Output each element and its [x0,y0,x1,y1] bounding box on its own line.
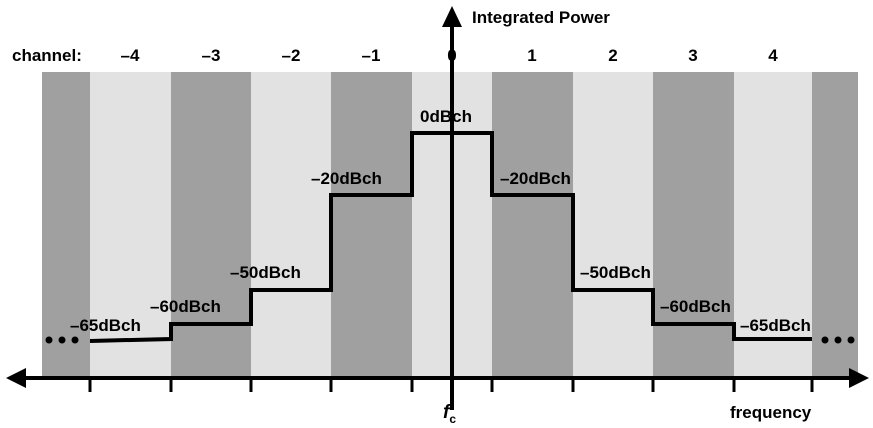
frequency-ticks [88,378,814,392]
channel-band [492,72,573,378]
channel-label: –1 [362,46,381,65]
channel-band [331,72,412,378]
ellipsis-right [821,336,855,344]
level-label: –50dBch [230,263,301,282]
channel-bands [42,72,858,378]
channel-band [573,72,653,378]
channel-label: 1 [527,46,536,65]
level-label: –20dBch [311,169,382,188]
level-label: –50dBch [580,263,651,282]
center-frequency-label: fc [443,402,456,426]
power-axis-title: Integrated Power [472,8,610,27]
center-frequency-subscript: c [449,412,456,426]
channel-label: 3 [688,46,697,65]
ellipsis-dot [821,336,829,344]
level-label: –20dBch [500,169,571,188]
channel-band [171,72,251,378]
level-label: –60dBch [150,297,221,316]
ellipsis-dot [45,336,53,344]
power-axis-arrow-icon [442,6,462,27]
ellipsis-dot [71,336,79,344]
channel-label: –2 [282,46,301,65]
channel-label: 0 [447,46,456,65]
channel-band [251,72,331,378]
channel-band [734,72,812,378]
channel-labels: –4 –3 –2 –1 0 1 2 3 4 [121,46,779,65]
spectrum-mask-line [89,131,812,343]
center-frequency-symbol: f [443,402,451,423]
ellipsis-left [45,336,79,344]
channel-label: 2 [608,46,617,65]
ellipsis-dot [58,336,66,344]
channel-label: 4 [768,46,778,65]
frequency-axis-left-arrow-icon [6,368,26,388]
level-label: –65dBch [70,316,141,335]
level-label: –65dBch [740,316,811,335]
frequency-axis-label: frequency [730,403,812,422]
frequency-axis-right-arrow-icon [849,368,869,388]
edge-band-right [812,72,858,378]
level-label: –60dBch [660,297,731,316]
level-labels: –65dBch –60dBch –50dBch –20dBch 0dBch –2… [70,107,811,335]
level-label: 0dBch [420,107,472,126]
ellipsis-dot [834,336,842,344]
ellipsis-dot [847,336,855,344]
channel-label: –4 [121,46,140,65]
channel-band [653,72,734,378]
channel-band [90,72,171,378]
channel-prefix-label: channel: [12,46,82,65]
edge-band-left [42,72,90,378]
channel-label: –3 [202,46,221,65]
